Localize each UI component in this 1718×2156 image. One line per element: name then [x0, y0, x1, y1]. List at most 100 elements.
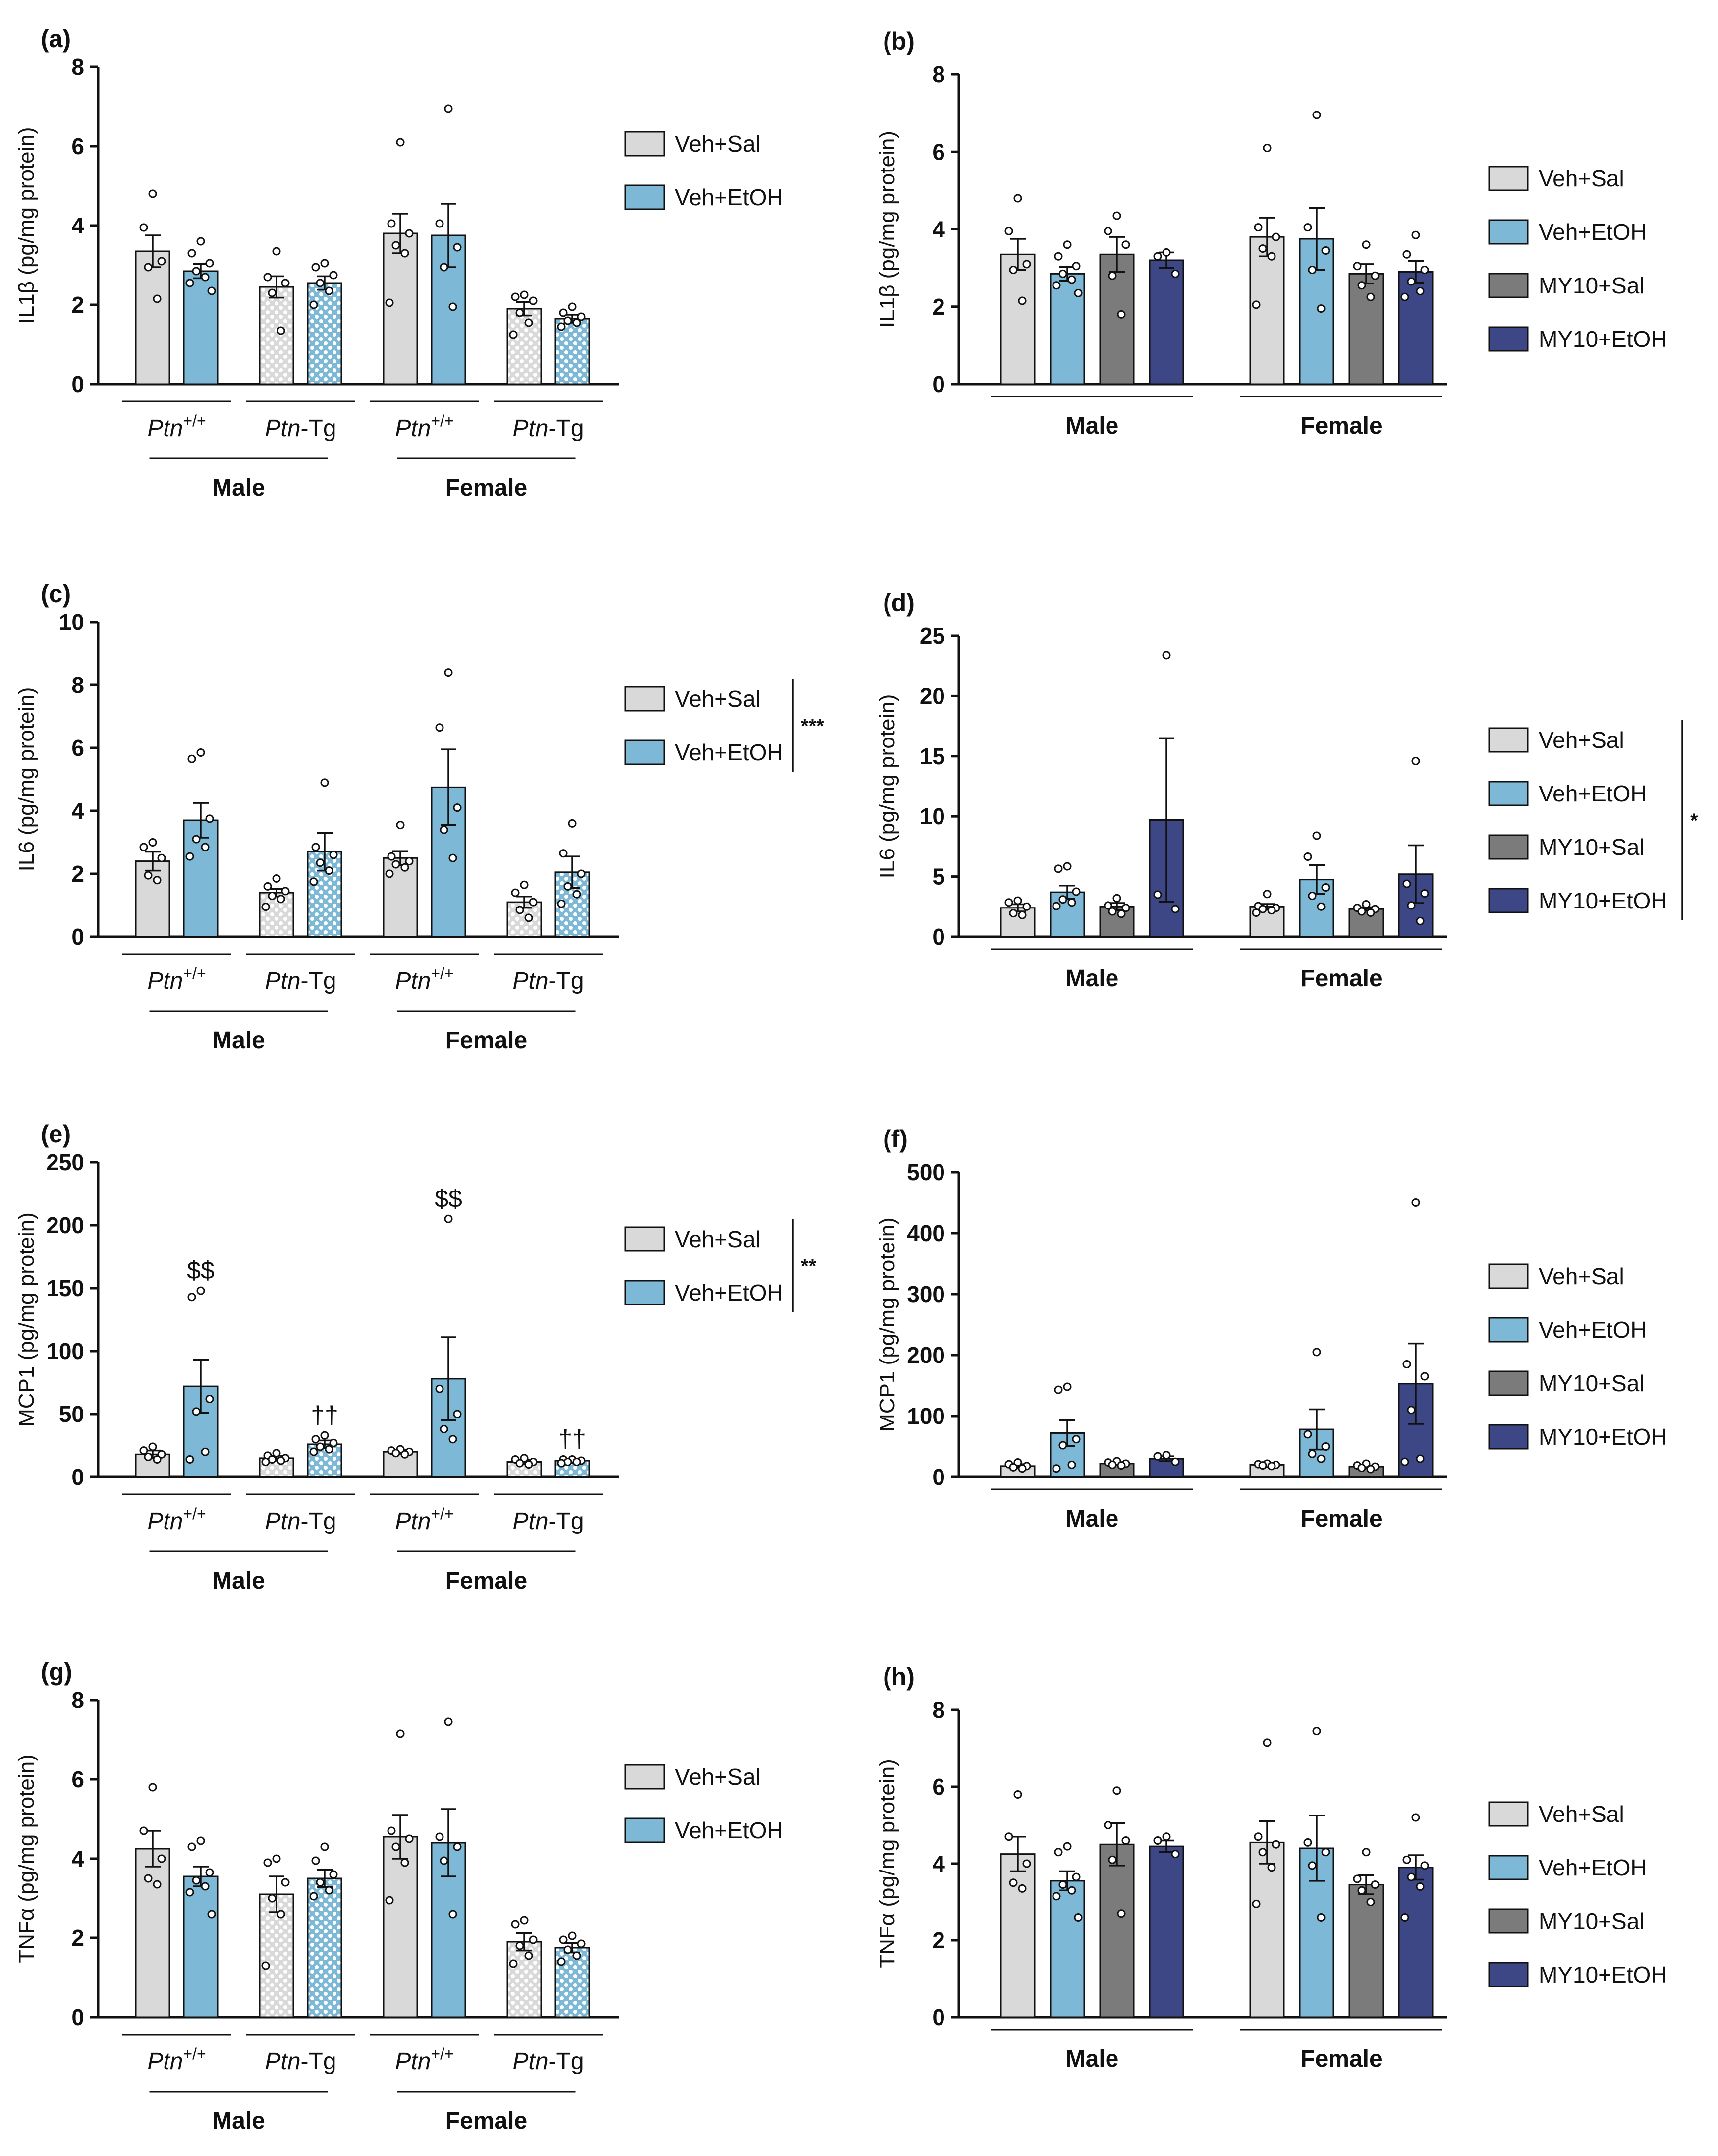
data-point [1357, 1464, 1366, 1473]
legend-label-veh-etoh: Veh+EtOH [675, 1280, 783, 1305]
data-point [1366, 1898, 1375, 1906]
data-point [320, 778, 329, 787]
genotype-suffix: -Tg [301, 1508, 336, 1534]
data-point [192, 1876, 201, 1885]
y-tick-label: 4 [932, 217, 945, 242]
data-point [201, 273, 210, 282]
genotype-label: Ptn-Tg [265, 415, 336, 442]
data-point [1303, 852, 1312, 861]
data-point [263, 1858, 272, 1867]
data-point [277, 1456, 285, 1465]
data-point [1263, 1738, 1272, 1747]
data-point [1171, 269, 1180, 278]
legend-swatch-veh-etoh [624, 1817, 665, 1843]
data-point [1058, 1880, 1067, 1889]
data-point [320, 1842, 329, 1851]
data-point [153, 1455, 162, 1464]
y-tick-label: 2 [932, 294, 945, 320]
data-point [1308, 1861, 1317, 1870]
genotype-suffix: -Tg [549, 968, 584, 994]
data-point [196, 748, 205, 757]
data-point [572, 318, 581, 327]
data-point [1371, 271, 1380, 280]
y-tick-label: 0 [71, 371, 84, 397]
data-point [511, 292, 520, 301]
bar-veh-sal [383, 232, 418, 385]
sex-label-female: Female [1300, 965, 1382, 992]
significance-stars: *** [801, 715, 824, 737]
data-point [148, 1783, 157, 1792]
data-point [261, 903, 270, 911]
legend-swatch-my10-etoh [1488, 1962, 1529, 1987]
data-point [1171, 905, 1180, 913]
data-point [563, 316, 572, 325]
data-point [1104, 901, 1112, 910]
data-point [192, 835, 201, 844]
sex-label-female: Female [445, 2108, 527, 2134]
panel-label: (g) [41, 1658, 72, 1686]
data-point [572, 1951, 581, 1960]
bar-my10-sal [1348, 908, 1384, 938]
y-tick-label: 300 [907, 1281, 945, 1307]
data-point [1321, 883, 1330, 892]
data-point [1058, 1441, 1067, 1450]
genotype-label: Ptn-Tg [265, 968, 336, 994]
bar-veh-etoh [183, 819, 219, 938]
data-point [1072, 887, 1081, 896]
data-point [1308, 1449, 1317, 1458]
data-point [1054, 1848, 1063, 1857]
genotype-base: Ptn [147, 1508, 183, 1534]
y-tick-label: 0 [71, 924, 84, 950]
data-point [196, 1286, 205, 1295]
y-axis-label: IL6 (pg/mg protein) [14, 687, 39, 872]
data-point [311, 263, 320, 272]
genotype-label: Ptn-Tg [265, 1508, 336, 1534]
data-point [1254, 223, 1263, 232]
genotype-superscript: +/+ [431, 2045, 453, 2063]
genotype-label: Ptn-Tg [512, 968, 584, 994]
y-tick-label: 50 [59, 1401, 84, 1427]
data-point [1402, 879, 1411, 888]
genotype-label: Ptn+/+ [147, 965, 206, 994]
data-point [1303, 1430, 1312, 1439]
data-point [1308, 266, 1317, 275]
legend-label-veh-sal: Veh+Sal [675, 686, 761, 712]
data-point [1420, 266, 1429, 275]
legend-label-my10-etoh: MY10+EtOH [1539, 1962, 1667, 1987]
genotype-base: Ptn [265, 968, 300, 994]
data-point [316, 1442, 325, 1451]
data-point [577, 869, 586, 878]
data-point [400, 1450, 409, 1459]
data-point [385, 298, 394, 307]
data-point [1058, 269, 1067, 278]
data-point [320, 1431, 329, 1440]
sex-label-male: Male [1066, 413, 1119, 439]
data-point [1362, 240, 1371, 249]
data-point [153, 294, 162, 303]
data-point [207, 1910, 216, 1919]
legend-label-my10-sal: MY10+Sal [1539, 1370, 1645, 1396]
data-point [309, 300, 318, 309]
legend-swatch-veh-etoh [1488, 1317, 1529, 1343]
bar-veh-sal [135, 1848, 170, 2018]
data-point [201, 1447, 210, 1456]
bar-veh-sal [1000, 907, 1036, 938]
data-point [144, 263, 153, 272]
legend-label-my10-sal: MY10+Sal [1539, 273, 1645, 298]
data-point [1009, 266, 1018, 275]
data-point [329, 1438, 338, 1447]
data-point [1162, 651, 1171, 660]
y-tick-label: 4 [71, 798, 84, 824]
data-point [1258, 244, 1267, 253]
data-point [139, 1446, 148, 1455]
data-point [453, 243, 462, 252]
legend-label-my10-etoh: MY10+EtOH [1539, 888, 1667, 913]
data-point [192, 1407, 201, 1416]
data-point [396, 138, 405, 147]
genotype-base: Ptn [395, 415, 431, 442]
data-point [309, 877, 318, 886]
data-point [1420, 1372, 1429, 1381]
data-point [1067, 275, 1076, 284]
